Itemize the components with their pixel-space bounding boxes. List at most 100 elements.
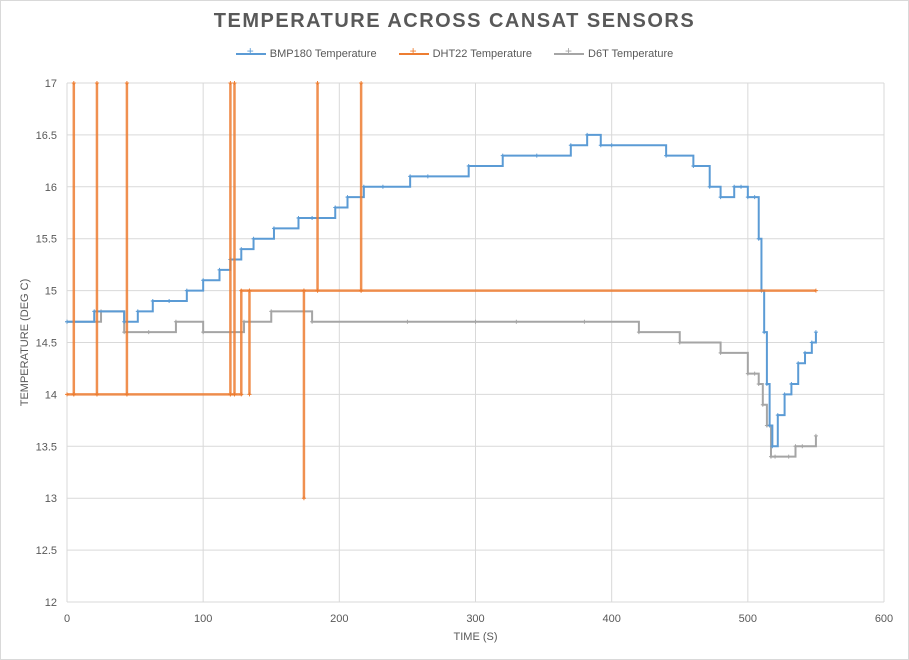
data-point-bmp180 — [380, 184, 385, 189]
data-point-bmp180 — [333, 205, 338, 210]
data-point-bmp180 — [167, 298, 172, 303]
data-point-dht22 — [301, 288, 306, 293]
data-point-bmp180 — [598, 143, 603, 148]
data-point-bmp180 — [745, 195, 750, 200]
data-point-bmp180 — [534, 153, 539, 158]
data-point-bmp180 — [568, 143, 573, 148]
y-tick-label: 17 — [45, 78, 57, 90]
chart-title: TEMPERATURE ACROSS CANSAT SENSORS — [213, 10, 696, 32]
data-point-bmp180 — [809, 340, 814, 345]
data-point-dht22 — [301, 496, 306, 501]
data-point-bmp180 — [732, 184, 737, 189]
y-tick-label: 14.5 — [36, 338, 57, 350]
series-line-d6t — [67, 310, 817, 458]
data-point-dht22 — [228, 81, 233, 85]
data-point-bmp180 — [813, 330, 818, 335]
data-point-d6t — [786, 454, 791, 459]
data-point-bmp180 — [500, 153, 505, 158]
data-point-bmp180 — [803, 350, 808, 355]
data-point-bmp180 — [764, 382, 769, 387]
data-point-dht22 — [94, 81, 99, 85]
data-point-d6t — [582, 319, 587, 324]
data-point-dht22 — [124, 392, 129, 397]
x-tick-label: 500 — [739, 613, 757, 625]
data-point-d6t — [718, 350, 723, 355]
data-point-bmp180 — [664, 153, 669, 158]
y-tick-label: 13 — [45, 493, 57, 505]
data-point-dht22 — [813, 288, 818, 293]
data-point-d6t — [677, 340, 682, 345]
data-point-dht22 — [239, 288, 244, 293]
legend-label-d6t: D6T Temperature — [588, 48, 674, 60]
legend-swatch-d6t — [554, 44, 585, 59]
data-point-bmp180 — [150, 298, 155, 303]
data-point-dht22 — [232, 392, 237, 397]
data-point-bmp180 — [92, 309, 97, 314]
legend-swatch-dht22 — [398, 44, 429, 59]
series-layer — [65, 81, 818, 501]
data-point-d6t — [146, 330, 151, 335]
data-point-dht22 — [65, 392, 69, 397]
data-point-bmp180 — [296, 215, 301, 220]
legend-item-bmp180: BMP180 Temperature — [235, 44, 377, 60]
y-tick-label: 16 — [45, 182, 57, 194]
data-point-bmp180 — [796, 361, 801, 366]
y-tick-label: 12 — [45, 597, 57, 609]
data-point-bmp180 — [201, 278, 206, 283]
data-point-bmp180 — [739, 184, 744, 189]
data-point-dht22 — [247, 288, 252, 293]
x-tick-label: 400 — [602, 613, 620, 625]
data-point-dht22 — [232, 81, 237, 85]
legend-label-dht22: DHT22 Temperature — [432, 48, 533, 60]
series-d6t — [65, 309, 818, 459]
legend: BMP180 Temperature DHT22 Temperature D6T… — [0, 44, 909, 60]
data-point-bmp180 — [782, 392, 787, 397]
data-point-bmp180 — [585, 132, 590, 137]
data-point-dht22 — [94, 392, 99, 397]
data-point-bmp180 — [345, 195, 350, 200]
data-point-d6t — [800, 444, 805, 449]
series-bmp180 — [65, 132, 818, 449]
data-point-bmp180 — [707, 184, 712, 189]
series-dht22 — [65, 81, 818, 501]
data-point-d6t — [745, 371, 750, 376]
x-tick-label: 300 — [466, 613, 484, 625]
data-point-d6t — [813, 433, 818, 438]
data-point-bmp180 — [184, 288, 189, 293]
series-line-bmp180 — [67, 133, 817, 448]
data-point-bmp180 — [425, 174, 430, 179]
data-point-d6t — [242, 319, 247, 324]
data-point-d6t — [752, 371, 757, 376]
x-tick-label: 100 — [194, 613, 212, 625]
y-tick-label: 14 — [45, 389, 57, 401]
data-point-d6t — [773, 454, 778, 459]
data-point-d6t — [768, 454, 773, 459]
data-point-dht22 — [247, 392, 252, 397]
data-point-dht22 — [71, 81, 76, 85]
data-point-dht22 — [359, 81, 364, 85]
data-point-bmp180 — [752, 195, 757, 200]
data-point-d6t — [122, 330, 127, 335]
tick-labels: 12 12.5 13 13.5 14 14.5 15 15.5 16 16.5 17 0 100 200 3… — [36, 78, 894, 625]
data-point-bmp180 — [775, 413, 780, 418]
data-point-d6t — [310, 319, 315, 324]
data-point-bmp180 — [691, 164, 696, 169]
data-point-bmp180 — [718, 195, 723, 200]
data-point-dht22 — [315, 81, 320, 85]
y-tick-label: 16.5 — [36, 130, 57, 142]
data-point-d6t — [405, 319, 410, 324]
data-point-d6t — [173, 319, 178, 324]
legend-item-dht22: DHT22 Temperature — [398, 44, 533, 60]
data-point-bmp180 — [767, 423, 772, 428]
x-tick-label: 200 — [330, 613, 348, 625]
x-axis-title: TIME (S) — [454, 631, 498, 643]
data-point-dht22 — [228, 392, 233, 397]
legend-label-bmp180: BMP180 Temperature — [269, 48, 377, 60]
data-point-bmp180 — [609, 143, 614, 148]
data-point-d6t — [636, 330, 641, 335]
data-point-d6t — [269, 309, 274, 314]
data-point-d6t — [756, 382, 761, 387]
data-point-bmp180 — [756, 236, 761, 241]
data-point-dht22 — [315, 288, 320, 293]
data-point-bmp180 — [135, 309, 140, 314]
